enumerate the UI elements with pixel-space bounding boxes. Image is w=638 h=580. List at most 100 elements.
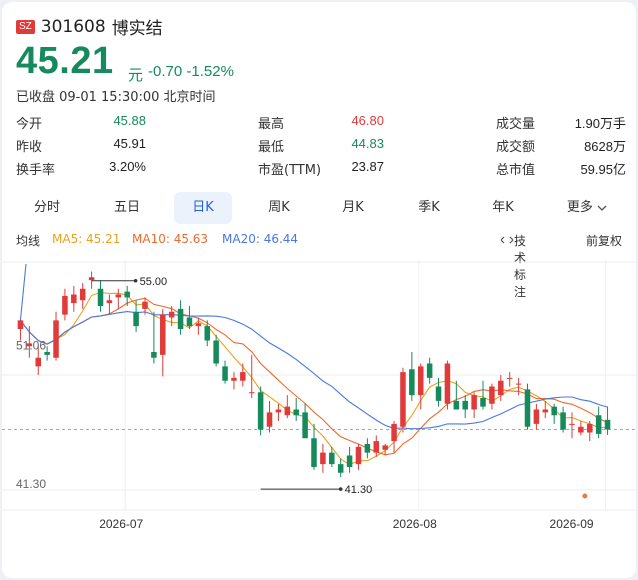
candle-up — [533, 403, 540, 430]
candle-up — [569, 412, 575, 439]
candle-body — [453, 400, 460, 410]
chevron-down-icon — [597, 205, 607, 211]
x-tick-label: 2026-07 — [99, 517, 143, 531]
candle-up — [195, 317, 202, 335]
candle-body — [213, 340, 219, 364]
stock-name: 博实结 — [111, 19, 163, 39]
candle-down — [204, 320, 211, 347]
candle-body — [248, 392, 255, 394]
candle-down — [311, 423, 317, 470]
tab-daily-k[interactable]: 日K — [174, 192, 232, 224]
candle-up — [391, 421, 397, 453]
candle-down — [426, 357, 433, 384]
candle-body — [79, 288, 86, 301]
ma10-line — [19, 297, 608, 456]
ma10-value: MA10: 45.63 — [132, 232, 209, 246]
tab-quarterly-k[interactable]: 季K — [418, 200, 440, 215]
candle-down — [213, 334, 219, 367]
tab-five-day[interactable]: 五日 — [113, 200, 140, 215]
stats-row: 昨收 45.91 最低 44.83 成交额 8628万 — [16, 136, 626, 159]
candle-body — [435, 386, 442, 401]
stat-label: 市盈(TTM) — [258, 163, 322, 178]
stat-market-cap: 59.95亿 — [580, 162, 626, 177]
candle-up — [417, 363, 424, 410]
candle-body — [195, 323, 202, 327]
candle-body — [142, 301, 148, 309]
candle-up — [79, 283, 86, 309]
candle-body — [97, 288, 104, 306]
stat-high: 46.80 — [351, 113, 384, 128]
candles — [17, 271, 611, 478]
candle-down — [302, 403, 308, 439]
candle-body — [587, 423, 593, 433]
stat-open: 45.88 — [113, 113, 146, 128]
candle-up — [320, 444, 326, 473]
candle-down — [44, 346, 50, 361]
candle-up — [248, 354, 255, 398]
candle-up — [515, 377, 522, 396]
adjust-toggle[interactable]: 前复权 — [586, 234, 623, 248]
tab-more[interactable]: 更多 — [554, 192, 620, 224]
candle-down — [97, 280, 104, 312]
candle-body — [400, 372, 406, 427]
candle-body — [533, 409, 540, 424]
candle-body — [133, 311, 139, 327]
candle-up — [498, 375, 504, 401]
low-annotation: 41.30 — [345, 484, 373, 496]
candle-up — [88, 271, 95, 289]
candle-body — [498, 380, 504, 396]
candle-up — [444, 360, 451, 410]
candle-up — [231, 372, 237, 390]
candle-body — [311, 438, 317, 467]
stat-label: 成交额 — [496, 140, 536, 155]
candle-down — [337, 458, 344, 478]
event-marker-dot — [582, 493, 588, 499]
candle-body — [320, 452, 326, 465]
stats-grid: 今开 45.88 最高 46.80 成交量 1.90万手 昨收 45.91 最低… — [16, 113, 626, 182]
candle-body — [17, 320, 24, 329]
candle-down — [186, 306, 193, 329]
candle-up — [35, 346, 41, 375]
candle-body — [115, 294, 122, 298]
price-unit: 元 — [128, 66, 144, 84]
stat-label: 成交量 — [496, 117, 536, 132]
candle-down — [595, 406, 602, 439]
candle-up — [240, 363, 246, 387]
candle-down — [124, 285, 130, 306]
candle-body — [355, 446, 362, 465]
candle-down — [177, 300, 184, 335]
candlestick-chart[interactable]: 51.06 41.30 2026-07 2026-08 2026-09 55.00 41.3… — [2, 250, 636, 578]
candle-body — [88, 277, 95, 281]
tech-annotation-toggle[interactable]: 技术标注 — [500, 232, 526, 299]
candle-body — [266, 412, 273, 427]
candle-body — [151, 352, 157, 358]
candle-body — [471, 395, 477, 410]
candle-body — [284, 406, 291, 416]
stat-label: 昨收 — [16, 140, 43, 155]
change-percent: -1.52% — [186, 63, 234, 80]
tab-weekly-k[interactable]: 周K — [268, 200, 290, 215]
candle-up — [506, 372, 513, 387]
stat-turnover-amount: 8628万 — [584, 139, 626, 154]
stat-pe-ttm: 23.87 — [351, 159, 384, 174]
tab-monthly-k[interactable]: 月K — [342, 200, 364, 215]
candle-body — [106, 300, 113, 304]
candle-up — [471, 392, 477, 419]
candle-up — [17, 320, 24, 341]
candle-body — [506, 377, 513, 379]
tab-yearly-k[interactable]: 年K — [492, 200, 514, 215]
tab-intraday[interactable]: 分时 — [33, 200, 60, 215]
y-tick-label: 41.30 — [16, 477, 46, 491]
candle-up — [373, 435, 380, 457]
candle-body — [515, 383, 522, 385]
candle-body — [578, 426, 584, 433]
candle-down — [480, 380, 486, 410]
high-annotation: 55.00 — [140, 276, 168, 288]
stat-prev-close: 45.91 — [113, 136, 146, 151]
candle-up — [400, 367, 406, 433]
candle-up — [53, 311, 59, 361]
candle-up — [266, 400, 273, 433]
candle-body — [569, 423, 575, 425]
stock-header: SZ 301608 博实结 — [16, 14, 163, 39]
